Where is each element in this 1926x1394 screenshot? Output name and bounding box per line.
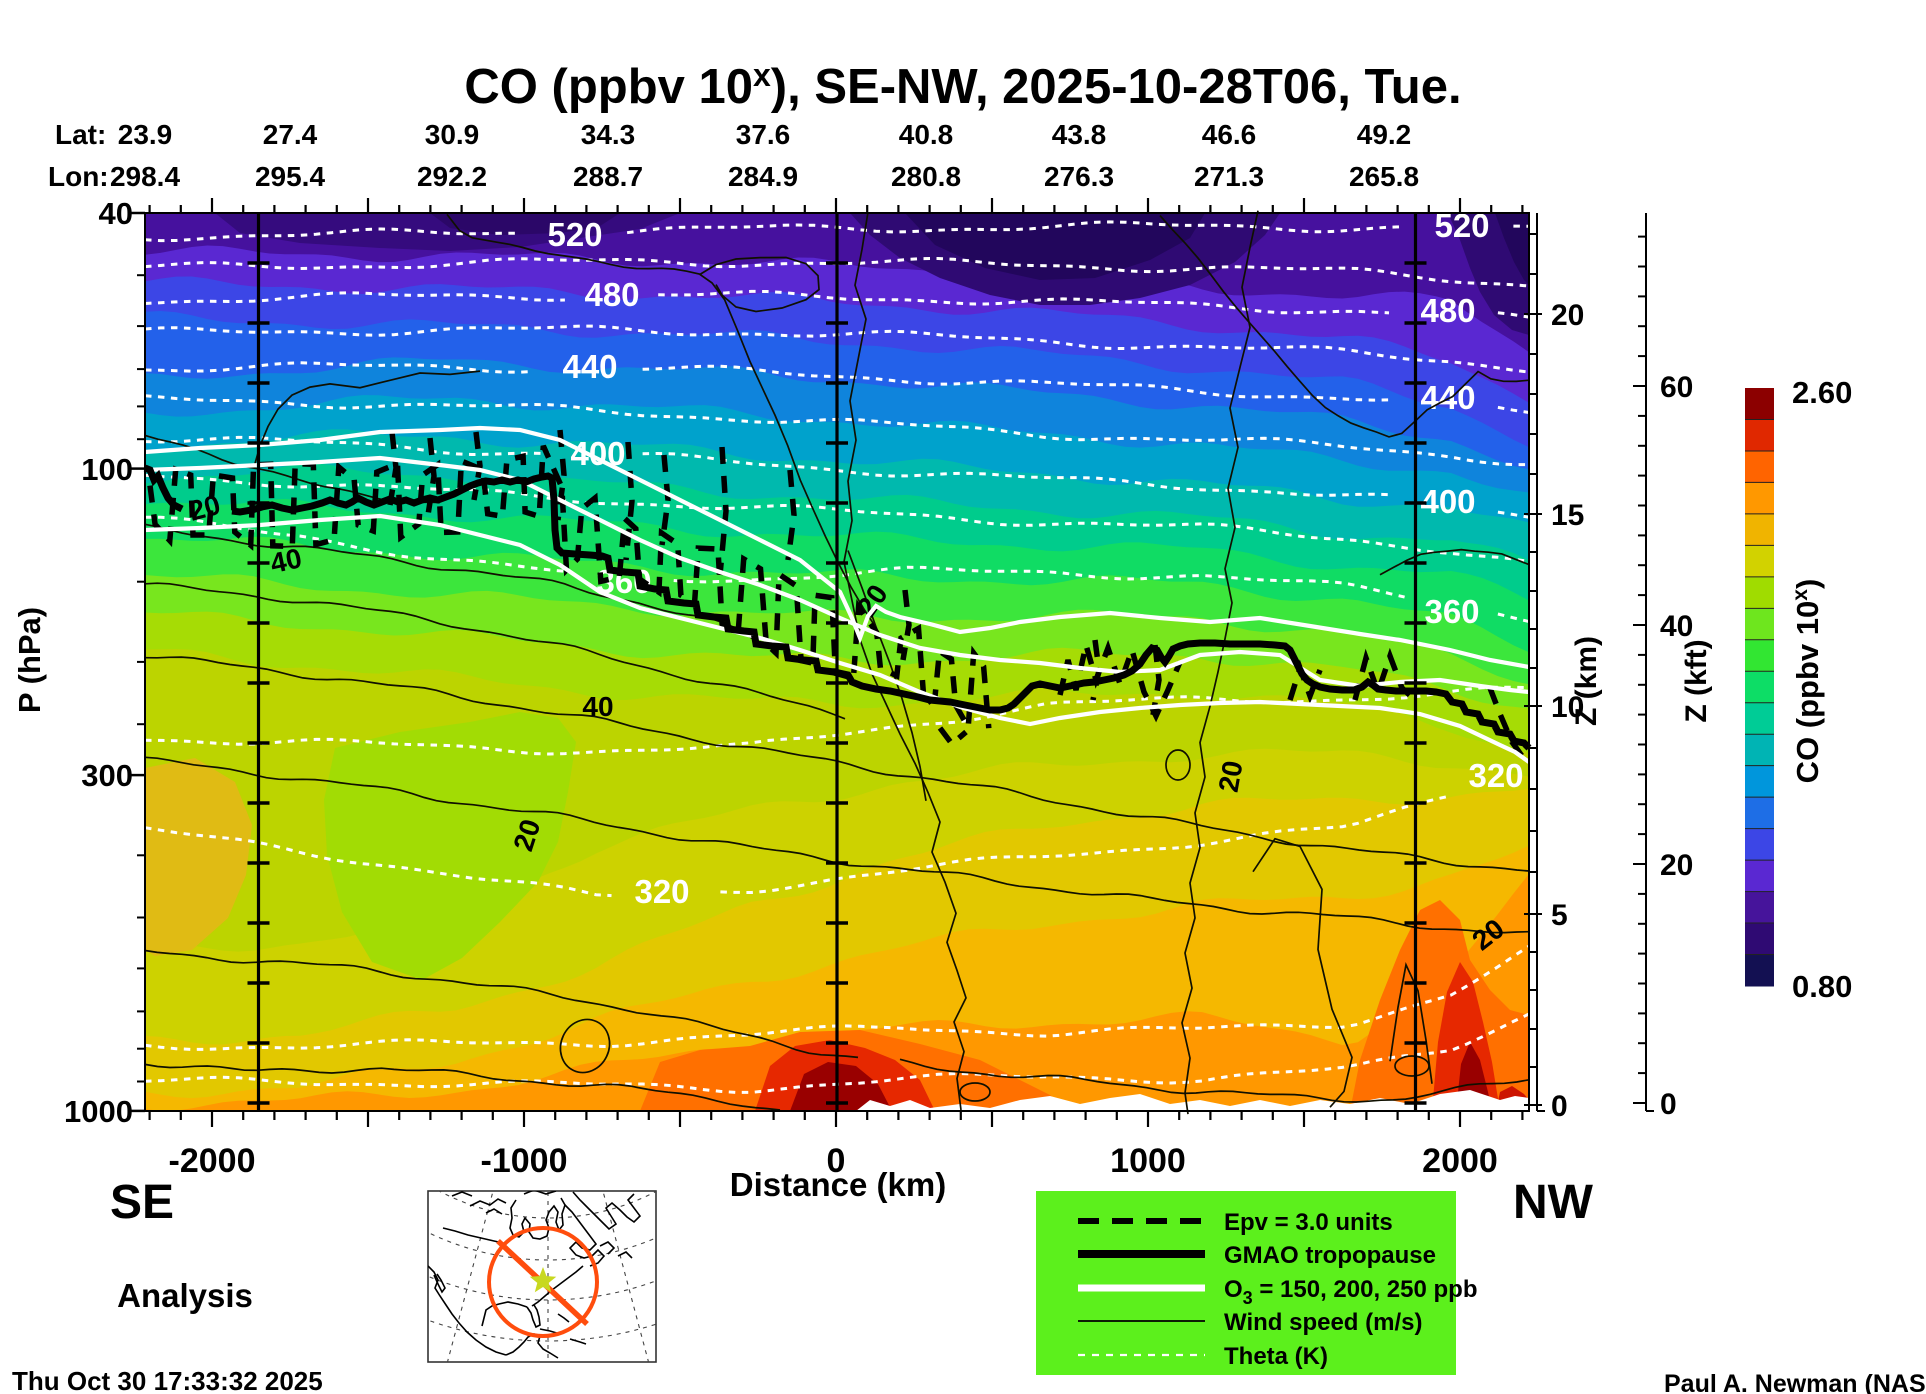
svg-text:Lon:: Lon: — [48, 161, 109, 192]
svg-text:1000: 1000 — [1110, 1142, 1186, 1180]
svg-text:Z (kft): Z (kft) — [1680, 639, 1713, 722]
svg-text:Paul A. Newman (NASA: Paul A. Newman (NASA — [1664, 1370, 1926, 1394]
svg-text:-1000: -1000 — [481, 1142, 568, 1180]
svg-text:Z (km): Z (km) — [1570, 636, 1603, 726]
svg-text:292.2: 292.2 — [417, 161, 487, 192]
svg-text:GMAO tropopause: GMAO tropopause — [1224, 1242, 1436, 1269]
svg-text:CO (ppbv 10x): CO (ppbv 10x) — [1789, 579, 1825, 784]
svg-text:37.6: 37.6 — [736, 119, 791, 150]
svg-text:60: 60 — [1660, 371, 1693, 404]
svg-text:320: 320 — [634, 873, 689, 910]
svg-text:284.9: 284.9 — [728, 161, 798, 192]
svg-text:O3 = 150, 200, 250 ppb: O3 = 150, 200, 250 ppb — [1224, 1276, 1478, 1308]
svg-text:34.3: 34.3 — [581, 119, 636, 150]
svg-text:27.4: 27.4 — [263, 119, 318, 150]
svg-text:40: 40 — [582, 691, 613, 722]
svg-text:40.8: 40.8 — [899, 119, 954, 150]
svg-text:SE: SE — [110, 1176, 174, 1229]
svg-text:271.3: 271.3 — [1194, 161, 1264, 192]
svg-text:100: 100 — [81, 452, 133, 487]
svg-text:Theta (K): Theta (K) — [1224, 1343, 1328, 1370]
svg-text:440: 440 — [1420, 379, 1475, 416]
svg-text:49.2: 49.2 — [1357, 119, 1412, 150]
svg-text:276.3: 276.3 — [1044, 161, 1114, 192]
svg-text:Distance (km): Distance (km) — [730, 1166, 946, 1203]
svg-text:360: 360 — [1424, 593, 1479, 630]
svg-text:Lat:: Lat: — [55, 119, 106, 150]
svg-text:Thu Oct 30 17:33:32 2025: Thu Oct 30 17:33:32 2025 — [12, 1366, 323, 1394]
svg-text:480: 480 — [584, 276, 639, 313]
svg-text:Epv = 3.0 units: Epv = 3.0 units — [1224, 1209, 1393, 1236]
svg-text:40: 40 — [99, 196, 133, 231]
svg-text:P (hPa): P (hPa) — [12, 607, 47, 713]
svg-text:2000: 2000 — [1422, 1142, 1498, 1180]
svg-text:0: 0 — [1660, 1088, 1677, 1121]
svg-text:23.9: 23.9 — [118, 119, 173, 150]
svg-text:320: 320 — [1468, 757, 1523, 794]
svg-text:CO (ppbv 10x), SE-NW, 2025-10-: CO (ppbv 10x), SE-NW, 2025-10-28T06, Tue… — [464, 57, 1461, 114]
svg-text:20: 20 — [1213, 758, 1249, 794]
svg-text:Analysis: Analysis — [117, 1277, 253, 1314]
svg-text:1000: 1000 — [64, 1094, 133, 1129]
svg-text:0: 0 — [1551, 1090, 1568, 1123]
svg-text:40: 40 — [1660, 610, 1693, 643]
svg-text:20: 20 — [1660, 849, 1693, 882]
svg-text:43.8: 43.8 — [1052, 119, 1107, 150]
svg-text:520: 520 — [547, 216, 602, 253]
svg-text:10: 10 — [1551, 691, 1584, 724]
svg-text:280.8: 280.8 — [891, 161, 961, 192]
svg-text:30.9: 30.9 — [425, 119, 480, 150]
svg-text:265.8: 265.8 — [1349, 161, 1419, 192]
svg-text:480: 480 — [1420, 292, 1475, 329]
svg-text:400: 400 — [1420, 483, 1475, 520]
svg-text:2.60: 2.60 — [1792, 375, 1852, 410]
svg-text:46.6: 46.6 — [1202, 119, 1257, 150]
svg-text:440: 440 — [562, 348, 617, 385]
svg-text:NW: NW — [1513, 1176, 1594, 1229]
svg-text:300: 300 — [81, 758, 133, 793]
svg-text:295.4: 295.4 — [255, 161, 325, 192]
svg-text:15: 15 — [1551, 499, 1584, 532]
svg-text:288.7: 288.7 — [573, 161, 643, 192]
svg-text:-2000: -2000 — [169, 1142, 256, 1180]
svg-text:298.4: 298.4 — [110, 161, 180, 192]
svg-text:Wind speed (m/s): Wind speed (m/s) — [1224, 1309, 1422, 1336]
svg-text:5: 5 — [1551, 899, 1568, 932]
svg-text:0.80: 0.80 — [1792, 969, 1852, 1004]
svg-text:0: 0 — [827, 1142, 846, 1180]
svg-text:20: 20 — [1551, 299, 1584, 332]
